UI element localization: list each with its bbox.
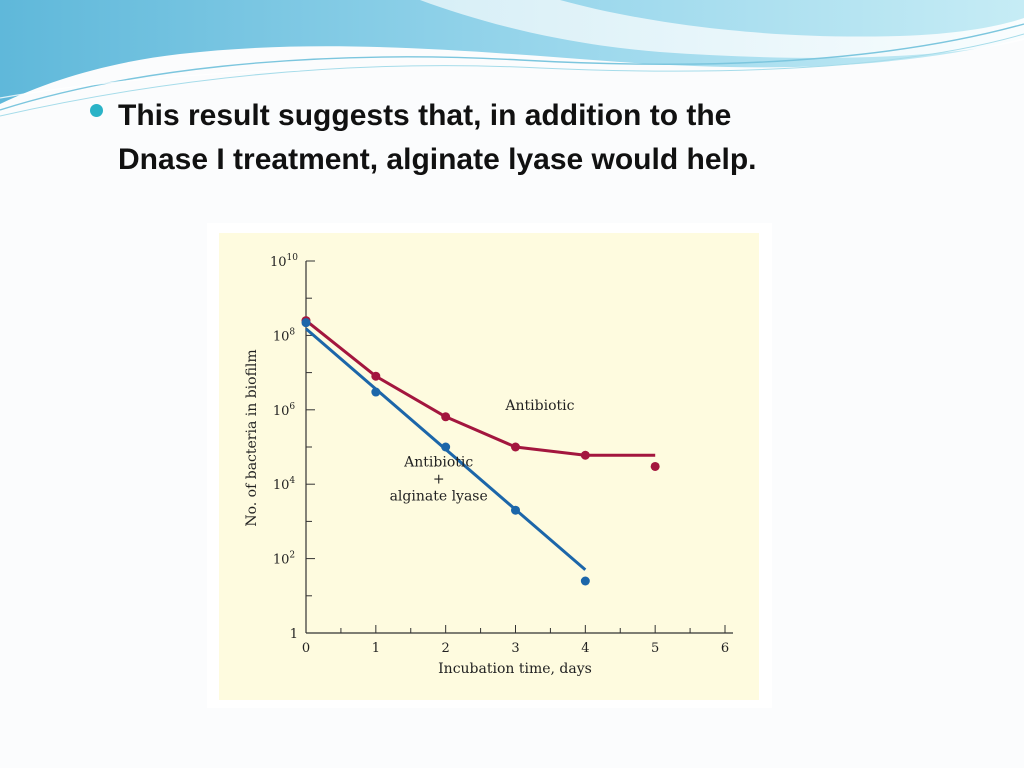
data-point-series-2 — [441, 442, 451, 452]
data-point-series-1 — [371, 371, 381, 381]
data-point-series-2 — [371, 387, 381, 397]
x-tick-label: 3 — [511, 641, 519, 656]
data-point-series-1 — [650, 461, 660, 471]
series-label-2: alginate lyase — [390, 488, 488, 504]
data-point-series-1 — [441, 412, 451, 422]
x-tick-label: 2 — [442, 641, 450, 656]
data-point-series-2 — [511, 505, 520, 515]
series-label-1: Antibiotic — [504, 398, 574, 414]
y-tick-label: 108 — [273, 327, 296, 344]
y-tick-label: 102 — [273, 551, 295, 568]
data-point-series-2 — [301, 318, 311, 328]
y-tick-label: 1010 — [270, 253, 298, 270]
chart-series-points — [301, 316, 660, 586]
bullet-text: This result suggests that, in addition t… — [118, 99, 757, 176]
y-tick-label: 106 — [273, 402, 296, 419]
data-point-series-2 — [580, 576, 590, 586]
series-line-1 — [305, 319, 656, 457]
x-tick-label: 6 — [721, 641, 729, 656]
data-point-series-1 — [580, 450, 590, 460]
header-wave-decoration — [0, 0, 1024, 117]
x-axis-label: Incubation time, days — [438, 661, 592, 677]
series-label-2: + — [433, 471, 445, 487]
bullet-icon — [90, 104, 103, 117]
y-tick-label: 1 — [290, 627, 298, 642]
y-axis-label: No. of bacteria in biofilm — [244, 349, 260, 526]
x-tick-label: 5 — [651, 641, 659, 656]
x-tick-label: 1 — [372, 641, 380, 656]
chart-background — [219, 233, 759, 700]
y-tick-label: 104 — [273, 476, 296, 493]
data-point-series-1 — [511, 442, 520, 452]
x-tick-label: 4 — [581, 641, 589, 656]
series-label-2: Antibiotic — [403, 454, 473, 470]
x-tick-label: 0 — [302, 641, 310, 656]
